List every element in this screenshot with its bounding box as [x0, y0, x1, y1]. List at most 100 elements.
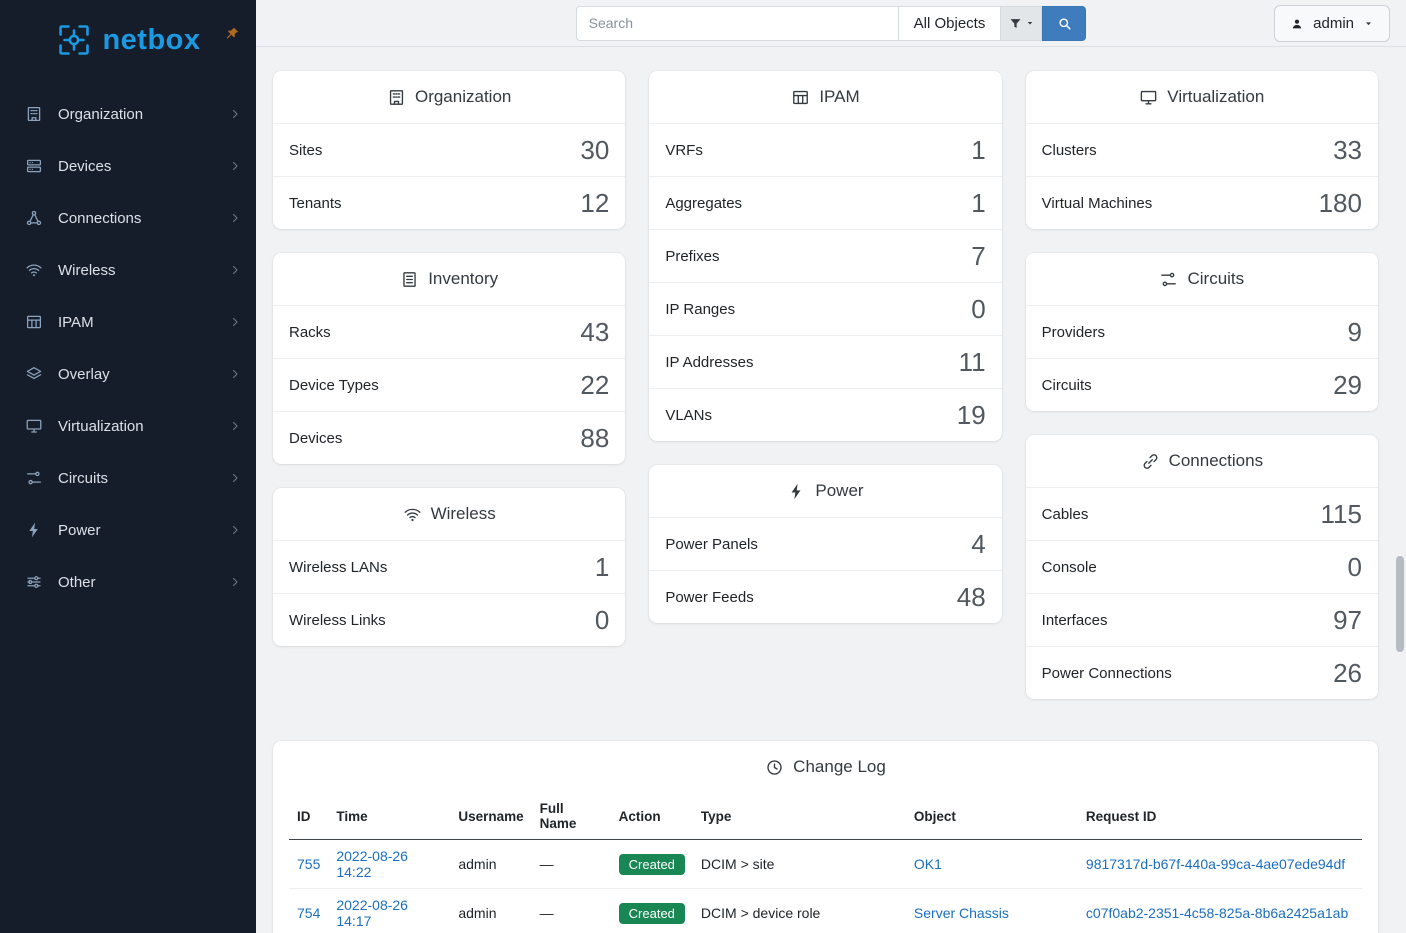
chevron-right-icon [228, 523, 242, 537]
stat-label[interactable]: Power Feeds [665, 588, 754, 606]
search-submit-button[interactable] [1042, 5, 1087, 41]
stat-label[interactable]: IP Ranges [665, 300, 736, 318]
stat-row: Interfaces 97 [1025, 593, 1378, 646]
stat-label[interactable]: Clusters [1041, 141, 1097, 159]
stat-value[interactable]: 33 [1333, 135, 1362, 165]
stat-value[interactable]: 1 [971, 135, 986, 165]
global-search: All Objects [575, 5, 1087, 41]
page-scrollbar[interactable] [1396, 0, 1405, 933]
stat-label[interactable]: IP Addresses [665, 353, 754, 371]
stat-row: Console 0 [1025, 540, 1378, 593]
change-type: DCIM > site [692, 839, 906, 889]
stat-value[interactable]: 30 [580, 135, 610, 165]
stat-value[interactable]: 43 [580, 317, 610, 347]
stat-value[interactable]: 0 [1347, 552, 1362, 582]
stat-value[interactable]: 29 [1333, 370, 1362, 400]
change-object-link[interactable]: Server Chassis [913, 905, 1009, 921]
stat-row: VRFs 1 [649, 123, 1002, 176]
stat-label[interactable]: Devices [289, 429, 343, 447]
sidebar-item-other[interactable]: Other [0, 556, 256, 608]
request-id-link[interactable]: c07f0ab2-2351-4c58-825a-8b6a2425a1ab [1085, 905, 1349, 921]
changelog-row: 754 2022-08-26 14:17 admin — Created DCI… [289, 888, 1362, 933]
sidebar-item-circuits[interactable]: Circuits [0, 452, 256, 504]
stat-value[interactable]: 115 [1320, 499, 1362, 529]
stat-label[interactable]: Device Types [289, 376, 379, 394]
change-time-link[interactable]: 2022-08-26 14:17 [336, 897, 408, 929]
sidebar-item-power[interactable]: Power [0, 504, 256, 556]
search-input[interactable] [575, 5, 898, 41]
stat-label[interactable]: Prefixes [665, 247, 720, 265]
chevron-right-icon [228, 575, 242, 589]
stat-value[interactable]: 22 [580, 370, 610, 400]
stat-label[interactable]: Interfaces [1041, 611, 1108, 629]
change-time-link[interactable]: 2022-08-26 14:22 [336, 848, 408, 880]
stat-label[interactable]: VRFs [665, 141, 703, 159]
stat-value[interactable]: 12 [580, 188, 610, 218]
stat-label[interactable]: Wireless Links [289, 611, 386, 629]
stat-value[interactable]: 0 [594, 605, 610, 635]
stat-label[interactable]: Cables [1041, 505, 1089, 523]
card-header: Connections [1026, 435, 1378, 487]
netbox-logo[interactable]: netbox [55, 21, 200, 59]
stat-row: Clusters 33 [1025, 123, 1378, 176]
stat-label[interactable]: Power Connections [1041, 664, 1172, 682]
stat-value[interactable]: 11 [958, 347, 986, 377]
stat-value[interactable]: 88 [580, 423, 610, 453]
pin-sidebar-button[interactable] [224, 26, 240, 42]
stat-label[interactable]: Circuits [1041, 376, 1092, 394]
stat-value[interactable]: 26 [1333, 658, 1362, 688]
stat-label[interactable]: Console [1041, 558, 1097, 576]
scrollbar-thumb[interactable] [1396, 556, 1404, 652]
wireless-card: Wireless Wireless LANs 1 Wireless Links … [273, 488, 626, 646]
stat-label[interactable]: Wireless LANs [289, 558, 388, 576]
sidebar-item-ipam[interactable]: IPAM [0, 296, 256, 348]
netbox-logo-icon [55, 21, 93, 59]
search-filter-button[interactable] [1001, 5, 1043, 41]
changelog-title: Change Log [793, 757, 886, 776]
change-object-link[interactable]: OK1 [913, 856, 942, 872]
sidebar-item-virtualization[interactable]: Virtualization [0, 400, 256, 452]
stat-value[interactable]: 1 [594, 552, 610, 582]
card-title: Connections [1168, 451, 1264, 470]
change-id-link[interactable]: 755 [297, 856, 321, 872]
change-full-name: — [531, 839, 611, 889]
stat-value[interactable]: 0 [971, 294, 986, 324]
wifi-icon [403, 505, 422, 524]
stat-value[interactable]: 7 [971, 241, 986, 271]
sidebar-nav: Organization Devices Connections Wireles… [0, 80, 256, 608]
stat-label[interactable]: Aggregates [665, 194, 743, 212]
stat-value[interactable]: 19 [956, 400, 986, 430]
stat-row: Tenants 12 [273, 176, 626, 229]
card-header: IPAM [649, 71, 1001, 123]
sidebar-item-devices[interactable]: Devices [0, 140, 256, 192]
sidebar-item-label: IPAM [58, 313, 94, 331]
sidebar-item-organization[interactable]: Organization [0, 88, 256, 140]
search-icon [1056, 15, 1073, 32]
stat-label[interactable]: Racks [289, 323, 331, 341]
sidebar-item-wireless[interactable]: Wireless [0, 244, 256, 296]
brand-name: netbox [102, 23, 201, 56]
stat-label[interactable]: Providers [1041, 323, 1106, 341]
sidebar-item-overlay[interactable]: Overlay [0, 348, 256, 400]
grid-icon [791, 88, 810, 107]
stat-value[interactable]: 1 [971, 188, 986, 218]
stat-value[interactable]: 180 [1318, 188, 1362, 218]
stat-label[interactable]: VLANs [665, 406, 713, 424]
sidebar-item-connections[interactable]: Connections [0, 192, 256, 244]
sidebar: netbox Organization Devices Connections … [0, 0, 256, 933]
stat-value[interactable]: 97 [1333, 605, 1362, 635]
lightning-bolt-icon [25, 521, 43, 539]
stat-label[interactable]: Virtual Machines [1041, 194, 1153, 212]
search-scope-dropdown[interactable]: All Objects [897, 5, 1002, 41]
stat-value[interactable]: 9 [1347, 317, 1362, 347]
stat-label[interactable]: Tenants [289, 194, 342, 212]
stat-value[interactable]: 48 [956, 582, 986, 612]
circuits-card: Circuits Providers 9 Circuits 29 [1025, 253, 1378, 411]
user-menu-button[interactable]: admin [1274, 5, 1390, 42]
stat-label[interactable]: Sites [289, 141, 323, 159]
card-header: Wireless [273, 488, 625, 540]
stat-label[interactable]: Power Panels [665, 535, 758, 553]
stat-value[interactable]: 4 [971, 529, 986, 559]
request-id-link[interactable]: 9817317d-b67f-440a-99ca-4ae07ede94df [1085, 856, 1346, 872]
change-id-link[interactable]: 754 [297, 905, 321, 921]
